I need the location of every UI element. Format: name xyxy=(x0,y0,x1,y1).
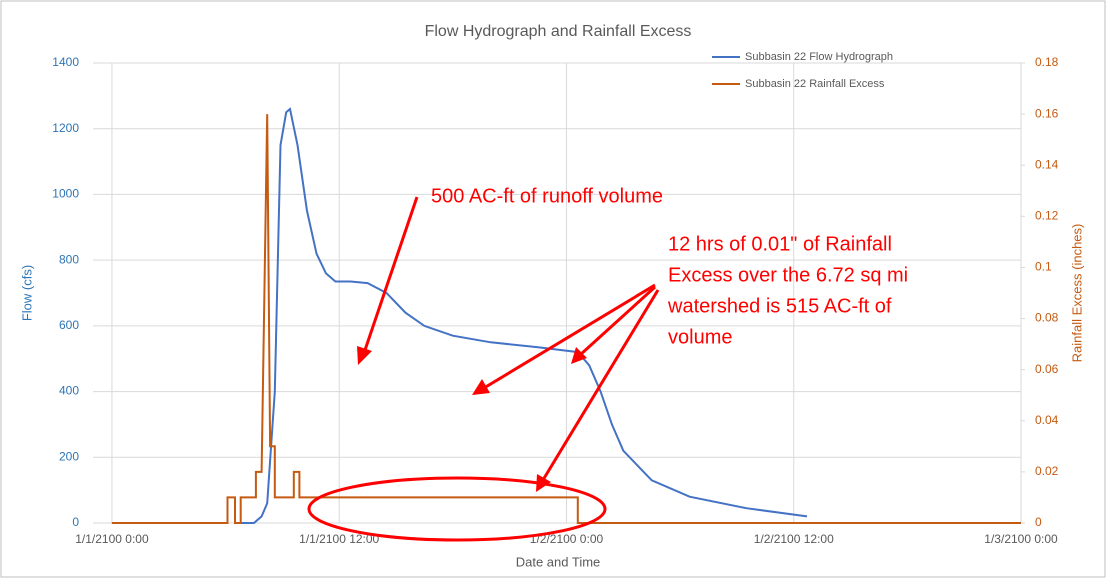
grid: 0 200 400 600 800 1000 1200 1400 0 0.02 0.04 0.06 0.… xyxy=(52,55,1058,546)
chart-title: Flow Hydrograph and Rainfall Excess xyxy=(425,23,692,40)
legend-label: Subbasin 22 Rainfall Excess xyxy=(745,78,885,90)
arrow-shaft xyxy=(483,283,656,390)
y2-tick-label: 0 xyxy=(1035,515,1042,529)
x-tick-label: 1/2/2100 12:00 xyxy=(754,532,834,546)
y-tick-label: 200 xyxy=(59,449,79,463)
y-axis-label: Flow (cfs) xyxy=(19,265,34,321)
legend-label: Subbasin 22 Flow Hydrograph xyxy=(745,51,893,63)
y-tick-label: 1400 xyxy=(52,55,79,69)
series-line xyxy=(111,114,1021,524)
x-tick-label: 1/2/2100 0:00 xyxy=(530,532,604,546)
arrow-shaft xyxy=(578,285,657,357)
y-tick-label: 800 xyxy=(59,252,79,266)
y2-tick-label: 0.18 xyxy=(1035,55,1059,69)
arrow-shaft xyxy=(362,196,419,354)
annotation-shapes xyxy=(307,196,660,542)
annotation-text: 500 AC-ft of runoff volume xyxy=(431,185,663,207)
y-tick-label: 1200 xyxy=(52,121,79,135)
annotation-text: Excess over the 6.72 sq mi xyxy=(668,264,908,286)
series-line xyxy=(236,107,808,524)
arrow-shaft xyxy=(541,289,660,481)
y2-tick-label: 0.14 xyxy=(1035,157,1059,171)
y2-tick-label: 0.06 xyxy=(1035,362,1059,376)
legend: Subbasin 22 Flow Hydrograph Subbasin 22 R… xyxy=(712,51,893,90)
annotations: 500 AC-ft of runoff volume 12 hrs of 0.01… xyxy=(431,185,908,348)
highlight-ellipse xyxy=(307,476,607,542)
y-tick-label: 400 xyxy=(59,384,79,398)
arrow-head xyxy=(536,474,551,492)
y2-tick-label: 0.04 xyxy=(1035,413,1059,427)
arrow-head xyxy=(357,346,372,365)
y2-tick-label: 0.08 xyxy=(1035,311,1059,325)
x-tick-label: 1/3/2100 0:00 xyxy=(984,532,1058,546)
y-tick-label: 1000 xyxy=(52,187,79,201)
x-tick-label: 1/1/2100 0:00 xyxy=(75,532,149,546)
y2-tick-label: 0.16 xyxy=(1035,106,1059,120)
arrow-head xyxy=(472,379,490,395)
x-axis-label: Date and Time xyxy=(516,554,601,569)
annotation-text: volume xyxy=(668,326,732,348)
y2-tick-label: 0.02 xyxy=(1035,464,1059,478)
arrow-head xyxy=(571,347,587,364)
y-tick-label: 0 xyxy=(72,515,79,529)
y2-tick-label: 0.12 xyxy=(1035,209,1059,223)
y-tick-label: 600 xyxy=(59,318,79,332)
y2-axis-label: Rainfall Excess (inches) xyxy=(1069,224,1084,363)
x-tick-label: 1/1/2100 12:00 xyxy=(299,532,379,546)
annotation-text: 12 hrs of 0.01" of Rainfall xyxy=(668,233,892,255)
y2-tick-label: 0.1 xyxy=(1035,260,1052,274)
annotation-text: watershed is 515 AC-ft of xyxy=(667,295,892,317)
plot-area xyxy=(111,107,1021,524)
